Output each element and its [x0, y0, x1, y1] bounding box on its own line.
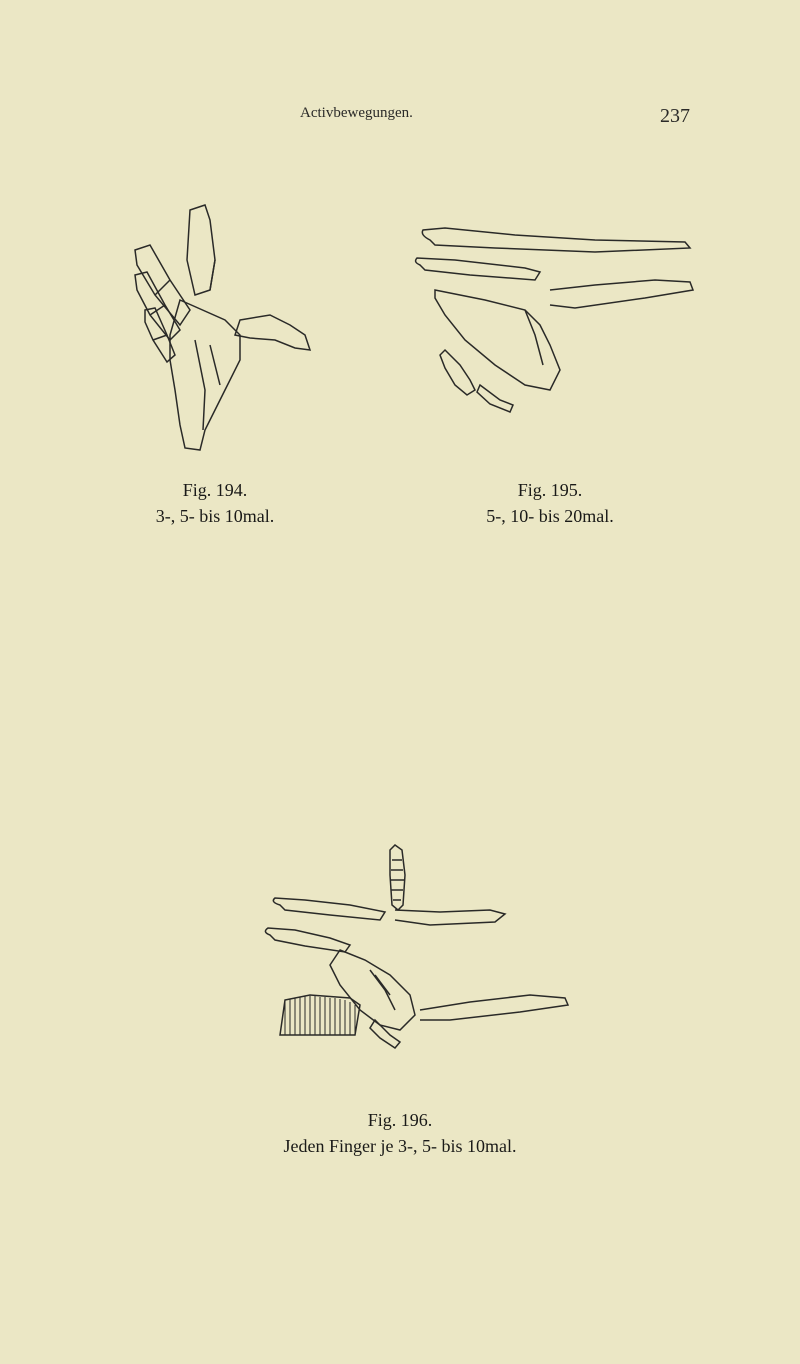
figure-196-label: Fig. 196.	[368, 1110, 433, 1131]
figure-row-top: Fig. 194. 3-, 5- bis 10mal. Fig. 195. 5-…	[0, 190, 800, 527]
page-header: Activbewegungen. 237	[0, 105, 800, 128]
figure-194-container: Fig. 194. 3-, 5- bis 10mal.	[95, 190, 335, 527]
figure-195-container: Fig. 195. 5-, 10- bis 20mal.	[395, 190, 705, 527]
header-title: Activbewegungen.	[300, 105, 413, 128]
figure-row-bottom: Fig. 196. Jeden Finger je 3-, 5- bis 10m…	[0, 820, 800, 1157]
page-number: 237	[660, 105, 690, 128]
figure-196-caption: Jeden Finger je 3-, 5- bis 10mal.	[284, 1136, 517, 1157]
figure-194-caption: 3-, 5- bis 10mal.	[156, 506, 275, 527]
figure-195-illustration	[395, 190, 705, 470]
figure-195-caption: 5-, 10- bis 20mal.	[486, 506, 614, 527]
figure-196-container: Fig. 196. Jeden Finger je 3-, 5- bis 10m…	[220, 820, 580, 1157]
figure-195-label: Fig. 195.	[518, 480, 583, 501]
figure-194-label: Fig. 194.	[183, 480, 248, 501]
figure-196-illustration	[220, 820, 580, 1100]
figure-194-illustration	[95, 190, 335, 470]
